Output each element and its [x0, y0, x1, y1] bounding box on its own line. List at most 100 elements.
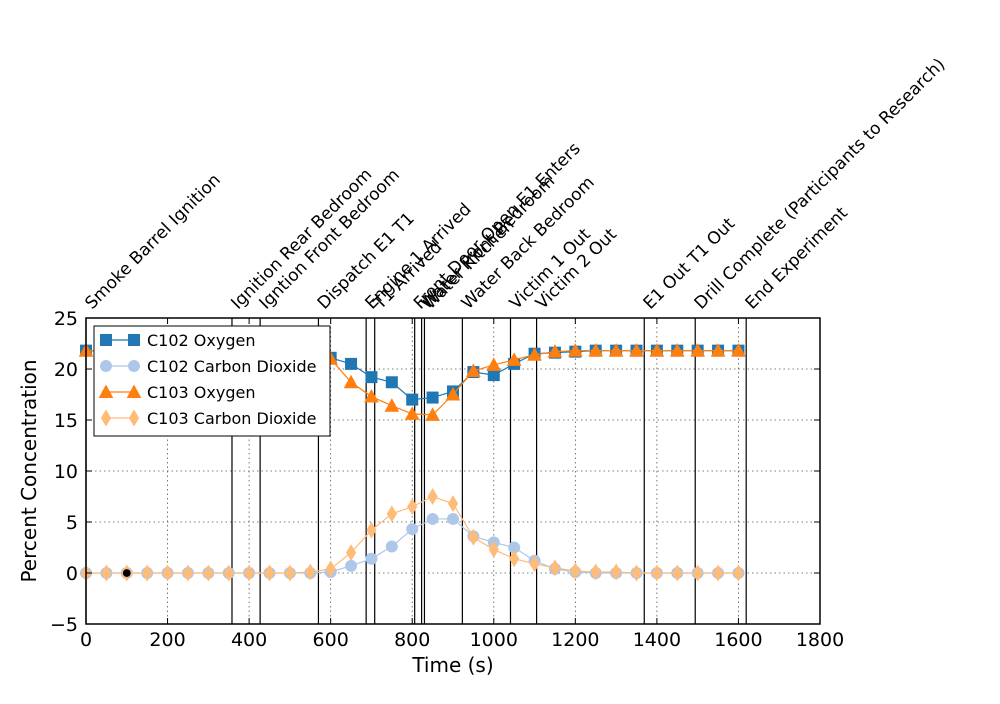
series-point — [101, 564, 112, 582]
y-tick-label: 0 — [66, 563, 78, 585]
series-point — [690, 343, 706, 357]
series-point — [547, 344, 563, 358]
legend-marker — [126, 384, 142, 398]
series-point — [509, 550, 520, 568]
series-point — [710, 343, 726, 357]
series-point — [343, 374, 359, 389]
series-point — [487, 369, 500, 382]
series-point — [425, 407, 440, 421]
series-point — [406, 393, 419, 406]
legend-label: C103 Oxygen — [147, 383, 255, 402]
series-point — [488, 541, 499, 559]
series-point — [203, 564, 214, 582]
series-point — [651, 564, 662, 582]
series-point — [384, 398, 400, 412]
highlight-point — [121, 567, 132, 579]
axes: 0 200 400 600 800 1000 1200 1400 1600 1800−505101… — [50, 308, 844, 651]
legend-marker — [128, 334, 140, 346]
x-axis-label: Time (s) — [411, 653, 493, 677]
x-tick-label: 1600 — [714, 629, 762, 651]
series-point — [426, 391, 439, 404]
series-point — [549, 559, 561, 577]
series-point — [466, 363, 481, 378]
series-point — [570, 562, 581, 580]
series-point — [529, 555, 540, 573]
series-point — [406, 523, 419, 536]
series-point — [567, 343, 583, 357]
series-point — [385, 376, 398, 389]
series-point — [345, 559, 358, 572]
series-point — [733, 564, 744, 582]
series-point — [325, 560, 336, 578]
legend-marker — [98, 384, 114, 398]
legend-marker — [100, 409, 112, 427]
series-point — [182, 564, 194, 582]
series-point — [631, 564, 642, 582]
series-point — [142, 564, 153, 582]
series-point — [672, 564, 683, 582]
series-point — [590, 563, 601, 581]
series-point — [588, 343, 604, 357]
series-point — [345, 544, 357, 562]
legend-label: C102 Oxygen — [147, 331, 255, 350]
series-point — [366, 521, 377, 539]
x-tick-label: 600 — [313, 629, 349, 651]
x-tick-label: 800 — [394, 629, 430, 651]
series-point — [365, 552, 378, 565]
legend-marker — [128, 409, 140, 427]
series-point — [223, 564, 234, 582]
y-axis-label: Percent Concentration — [17, 359, 41, 582]
y-tick-label: 10 — [54, 461, 78, 483]
series-point — [386, 505, 397, 523]
series-point — [244, 564, 255, 582]
series-point — [527, 347, 542, 361]
legend-label: C103 Carbon Dioxide — [147, 409, 317, 428]
series-point — [404, 406, 420, 420]
series-point — [649, 343, 665, 357]
series-point — [385, 540, 398, 553]
series-point — [506, 352, 522, 366]
series-point — [284, 564, 295, 582]
series-point — [365, 371, 378, 384]
legend-label: C102 Carbon Dioxide — [147, 357, 317, 376]
legend: C102 Oxygen C102 Carbon Dioxide C103 Oxyge… — [93, 325, 331, 437]
x-tick-label: 1800 — [796, 629, 844, 651]
x-tick-label: 400 — [231, 629, 267, 651]
series-point — [445, 386, 461, 401]
series-point — [426, 512, 439, 525]
series-point — [692, 564, 703, 582]
y-tick-label: 25 — [54, 308, 78, 330]
series-point — [486, 357, 502, 371]
series-point — [669, 343, 685, 357]
series-point — [447, 495, 459, 513]
series-point — [447, 512, 459, 525]
x-tick-label: 0 — [80, 629, 92, 651]
series-point — [712, 564, 724, 582]
legend-marker — [100, 360, 112, 372]
series-point — [407, 498, 418, 516]
series-point — [468, 528, 479, 546]
series-point — [629, 343, 644, 357]
series-point — [162, 564, 173, 582]
y-tick-label: −5 — [50, 614, 78, 636]
series-point — [608, 343, 624, 357]
series-point — [611, 563, 622, 581]
y-tick-label: 20 — [54, 359, 78, 381]
series-c103-carbon-dioxide — [80, 488, 744, 582]
x-tick-label: 1000 — [470, 629, 518, 651]
x-tick-label: 1400 — [633, 629, 681, 651]
series-point — [364, 388, 379, 403]
y-tick-label: 15 — [54, 410, 78, 432]
x-tick-label: 1200 — [551, 629, 599, 651]
series-point — [427, 488, 438, 505]
series-point — [731, 343, 746, 357]
legend-marker — [128, 360, 140, 372]
legend-marker — [100, 334, 112, 346]
series-point — [305, 563, 316, 581]
x-tick-label: 200 — [149, 629, 185, 651]
series-point — [264, 564, 275, 582]
y-tick-label: 5 — [66, 512, 78, 534]
series-point — [345, 357, 358, 370]
